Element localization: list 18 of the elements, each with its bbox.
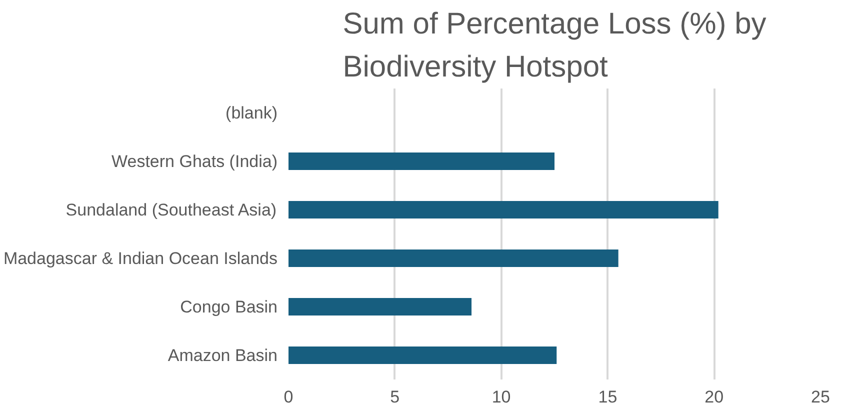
- bar: [288, 250, 618, 267]
- x-tick-label: 15: [598, 388, 618, 406]
- bar: [288, 201, 718, 218]
- x-tick-label: 10: [492, 388, 511, 406]
- bar: [288, 346, 557, 364]
- y-tick-label: Western Ghats (India): [112, 152, 278, 171]
- bar: [288, 298, 472, 316]
- x-tick-label: 20: [704, 388, 724, 406]
- bar: [288, 152, 554, 170]
- y-tick-label: Congo Basin: [180, 297, 278, 316]
- y-tick-label: Amazon Basin: [168, 346, 278, 365]
- x-tick-label: 25: [811, 388, 830, 406]
- x-tick-label: 5: [390, 388, 400, 406]
- x-tick-label: 0: [284, 388, 294, 406]
- y-tick-label: (blank): [226, 103, 278, 122]
- y-tick-label: Madagascar & Indian Ocean Islands: [3, 248, 278, 268]
- y-tick-label: Sundaland (Southeast Asia): [66, 200, 277, 220]
- chart-title: Sum of Percentage Loss (%) by Biodiversity Hotspot: [342, 8, 766, 84]
